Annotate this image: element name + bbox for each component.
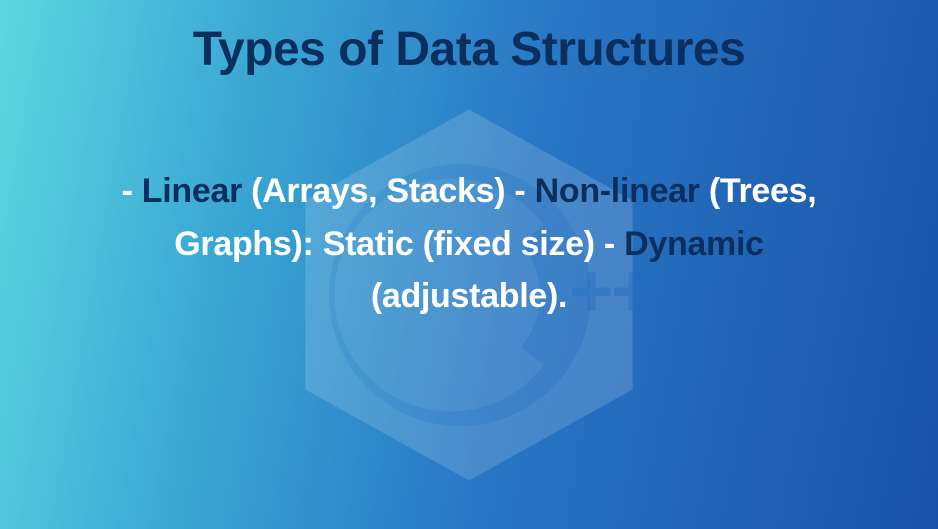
body-arrays-stacks: (Arrays, Stacks) - bbox=[242, 172, 535, 210]
body-adjustable: (adjustable). bbox=[371, 277, 567, 315]
body-linear: Linear bbox=[142, 172, 242, 210]
slide-body: - Linear (Arrays, Stacks) - Non-linear (… bbox=[39, 165, 899, 323]
body-nonlinear: Non-linear bbox=[535, 172, 700, 210]
slide-container: + + Types of Data Structures - Linear (A… bbox=[0, 0, 938, 529]
body-dash1: - bbox=[122, 172, 142, 210]
slide-title: Types of Data Structures bbox=[193, 22, 746, 77]
body-dynamic: Dynamic bbox=[624, 225, 764, 263]
